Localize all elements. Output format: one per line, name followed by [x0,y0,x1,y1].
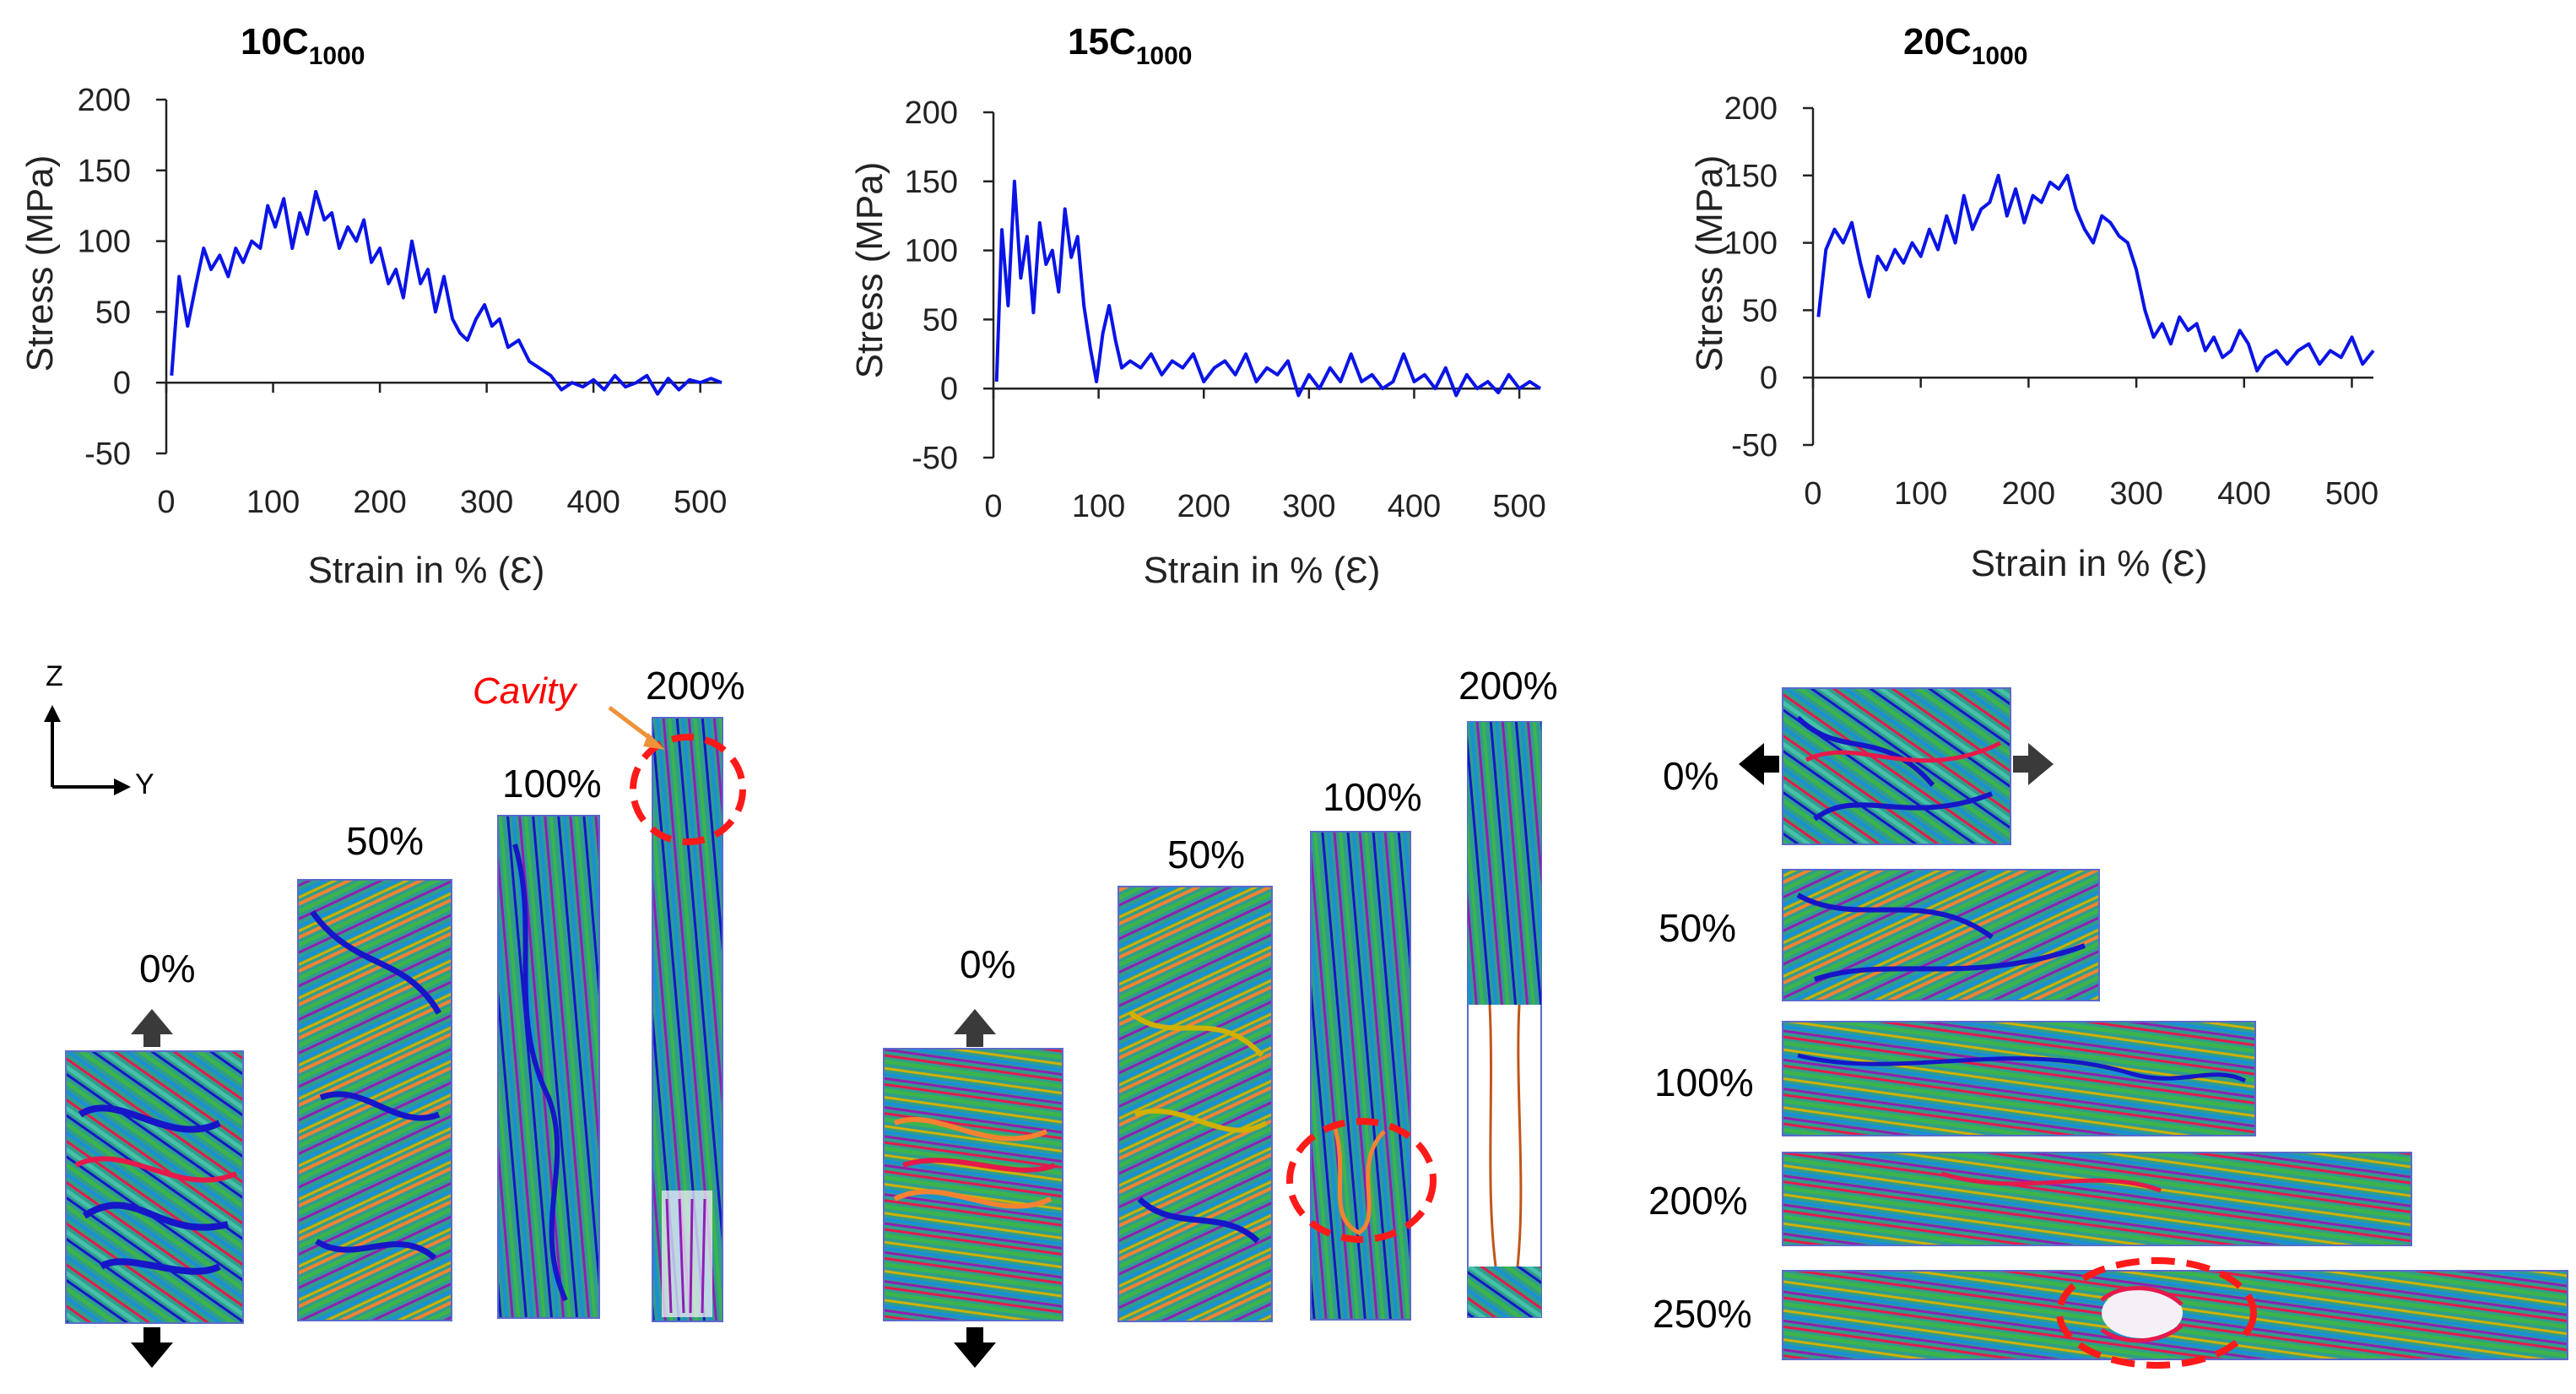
x-tick-label: 300 [1282,489,1335,524]
axis-indicator: Z Y [44,660,154,800]
snapshot-20c-50pct [1782,869,2100,1001]
x-tick-label: 200 [2002,476,2055,512]
snapshot-20c-200pct [1782,1152,2412,1246]
strain-label-10c-50: 50% [346,819,424,863]
y-tick-label: 0 [113,366,131,401]
x-tick-label: 500 [2325,476,2378,512]
strain-label-15c-100: 100% [1323,775,1422,819]
strain-label-20c-100: 100% [1654,1060,1754,1104]
y-axis-label-10c1000: Stress (MPa) [19,155,61,372]
snapshot-group-15c1000: 0% 50% 100% 200% [883,664,1558,1368]
cavity-ring-20c [2056,1257,2257,1369]
strain-label-10c-0: 0% [139,947,195,990]
y-tick-label: 200 [905,95,958,131]
plot-area-20c1000: -50 0 50 100 150 200 0 100 200 300 400 500 [1724,91,2379,512]
strain-label-20c-250: 250% [1653,1292,1752,1336]
strain-label-20c-0: 0% [1663,754,1718,798]
y-tick-label: 100 [905,234,958,269]
chart-title-20c1000: 20C1000 [1903,21,2027,70]
strain-label-20c-200: 200% [1648,1179,1748,1223]
tension-arrow-down-15c [954,1327,996,1368]
cavity-label: Cavity [473,670,578,712]
snapshot-15c-100pct [1310,831,1411,1321]
x-tick-label: 0 [157,485,175,520]
axis-label-y: Y [135,768,154,800]
y-tick-label: -50 [912,441,958,476]
plot-area-10c1000: -50 0 50 100 150 200 0 100 200 300 400 500 [78,83,728,520]
y-tick-label: 100 [1724,226,1778,262]
strain-label-10c-200: 200% [646,664,745,708]
x-tick-label: 100 [1072,489,1125,524]
strain-label-15c-200: 200% [1458,664,1558,708]
tension-arrow-down [131,1327,173,1368]
x-tick-label: 200 [353,485,406,520]
chart-title-15c1000: 15C1000 [1068,21,1192,70]
y-tick-label: -50 [84,437,131,472]
x-tick-label: 400 [2217,476,2270,512]
x-axis-label-15c1000: Strain in % (Ɛ) [1144,550,1381,591]
chart-title-10c1000: 10C1000 [241,21,365,70]
x-tick-label: 500 [1492,489,1545,524]
snapshot-10c-100pct [497,815,600,1319]
axis-label-z: Z [46,660,63,692]
y-tick-label: 150 [905,165,958,200]
strain-label-10c-100: 100% [502,762,602,805]
series-line-15c1000 [994,179,1542,398]
plot-area-15c1000: -50 0 50 100 150 200 0 100 200 300 400 500 [905,95,1546,524]
snapshot-15c-50pct [1118,886,1273,1322]
snapshot-20c-0pct [1782,687,2011,845]
x-tick-label: 400 [566,485,620,520]
y-tick-label: 50 [1742,293,1778,328]
tension-arrow-up-15c [954,1009,996,1047]
strain-label-15c-0: 0% [960,942,1015,986]
x-tick-label: 200 [1177,489,1231,524]
snapshot-10c-0pct [65,1050,244,1324]
y-tick-label: 150 [1724,159,1778,194]
y-tick-label: 200 [78,83,131,118]
y-axis-label-20c1000: Stress (MPa) [1689,155,1730,372]
x-axis-label-10c1000: Strain in % (Ɛ) [308,550,545,591]
tension-arrow-up [131,1009,173,1047]
series-line-20c1000 [1816,173,2375,373]
x-tick-label: 500 [674,485,727,520]
snapshot-group-10c1000: Z Y Cavity 0% 50% 100% 200% [44,660,746,1368]
x-tick-label: 300 [2109,476,2162,512]
y-tick-label: 50 [95,295,131,330]
y-tick-label: 100 [78,225,131,260]
strain-label-15c-50: 50% [1167,833,1245,876]
x-tick-label: 100 [1894,476,1947,512]
y-tick-label: 50 [923,302,958,338]
snapshot-group-20c1000: 0% 50% 100% 200% 250% [1648,687,2568,1369]
x-tick-label: 100 [246,485,300,520]
x-tick-label: 400 [1388,489,1441,524]
x-axis-label-20c1000: Strain in % (Ɛ) [1971,543,2208,584]
y-tick-label: 150 [78,154,131,189]
series-line-10c1000 [170,189,722,396]
cavity-ring-15c [1286,1118,1437,1243]
y-tick-label: 200 [1724,91,1778,127]
y-tick-label: -50 [1731,428,1778,464]
snapshot-15c-0pct [883,1048,1063,1321]
y-axis-label-15c1000: Stress (MPa) [849,162,890,379]
y-tick-label: 0 [1760,361,1778,396]
x-tick-label: 0 [984,489,1002,524]
tension-arrow-right [2013,743,2054,785]
y-tick-label: 0 [940,372,958,407]
cavity-pointer-arrow [608,706,656,743]
cavity-ring-10c [630,734,746,845]
strain-label-20c-50: 50% [1659,906,1736,950]
x-tick-label: 300 [460,485,513,520]
x-tick-label: 0 [1804,476,1821,512]
tension-arrow-left [1739,743,1779,785]
